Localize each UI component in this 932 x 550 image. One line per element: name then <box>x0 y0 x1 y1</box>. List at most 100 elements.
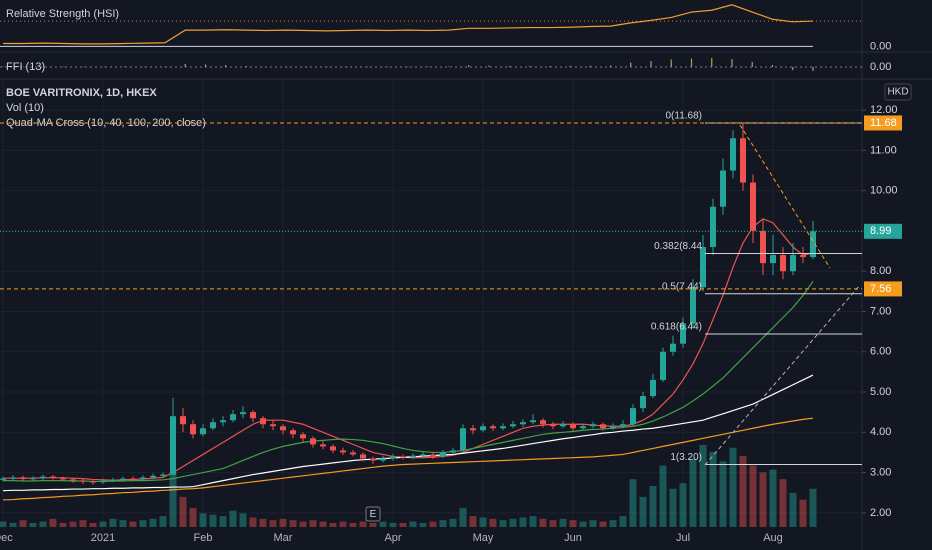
ffi-bar <box>285 66 288 68</box>
x-tick-label: Apr <box>384 532 401 544</box>
volume-bar <box>189 507 197 527</box>
candle-body <box>230 414 236 421</box>
candle-body <box>640 396 646 409</box>
volume-bar <box>699 445 707 527</box>
volume-bar <box>799 499 807 527</box>
y-tick-label: 11.00 <box>870 144 897 156</box>
y-tick-label: 6.00 <box>870 346 891 358</box>
volume-bar <box>549 520 557 527</box>
candle-body <box>530 420 536 423</box>
event-marker[interactable] <box>365 506 381 522</box>
volume-bar <box>679 483 687 527</box>
volume-bar <box>669 488 677 527</box>
volume-bar <box>709 451 717 527</box>
ffi-bar <box>447 66 450 67</box>
candle-body <box>740 138 746 183</box>
y-tick-label: 3.00 <box>870 466 891 478</box>
candle-body <box>730 138 736 171</box>
x-tick-label: Jul <box>676 532 690 544</box>
x-tick-label: May <box>473 532 494 544</box>
volume-bar <box>299 521 307 527</box>
moving-average <box>2 374 814 492</box>
volume-bar <box>409 521 417 527</box>
currency-box[interactable] <box>884 83 912 101</box>
candle-body <box>40 476 46 479</box>
ffi-bar <box>427 66 429 67</box>
candle-body <box>570 424 576 429</box>
candle-body <box>260 418 266 425</box>
volume-bar <box>339 521 347 527</box>
volume-bar <box>439 520 447 527</box>
candle-body <box>80 480 86 482</box>
candle-body <box>470 428 476 431</box>
volume-bar <box>719 461 727 527</box>
candle-body <box>200 428 206 435</box>
volume-bar <box>279 518 287 527</box>
volume-bar <box>209 514 217 527</box>
candle-body <box>30 478 36 480</box>
candle-body <box>50 476 56 478</box>
y-tick-label: 8.00 <box>870 265 891 277</box>
fib-label: 0.5(7.44) <box>662 281 702 292</box>
volume-bar <box>729 447 737 527</box>
volume-bar <box>169 472 177 527</box>
volume-bar <box>369 522 377 527</box>
candle-body <box>280 426 286 431</box>
ffi-bar <box>792 67 794 70</box>
candle-body <box>100 480 106 483</box>
volume-bar <box>49 518 57 527</box>
volume-bar <box>739 455 747 527</box>
volume-bar <box>599 521 607 527</box>
candle-body <box>710 206 716 248</box>
volume-bar <box>499 520 507 527</box>
volume-bar <box>89 522 97 527</box>
rs-line <box>3 4 814 45</box>
moving-average <box>2 417 814 501</box>
volume-bar <box>309 520 317 527</box>
volume-bar <box>129 521 137 527</box>
volume-bar <box>199 513 207 527</box>
volume-bar <box>589 520 597 527</box>
ffi-bar <box>366 66 369 68</box>
candle-body <box>250 412 256 419</box>
volume-bar <box>149 518 157 527</box>
volume-bar <box>429 521 437 527</box>
panel-title: FFI (13) <box>6 61 45 73</box>
volume-bar <box>109 518 117 527</box>
volume-bar <box>659 465 667 527</box>
candle-body <box>240 412 246 415</box>
candle-body <box>220 420 226 423</box>
volume-bar <box>29 522 37 527</box>
y-tick-label: 12.00 <box>870 104 898 116</box>
event-label[interactable]: E <box>370 509 377 520</box>
candle-body <box>540 420 546 425</box>
y-tick-label: 5.00 <box>870 386 891 398</box>
volume-bar <box>469 516 477 527</box>
volume-bar <box>59 522 67 527</box>
candle-body <box>810 231 816 258</box>
volume-bar <box>9 522 17 527</box>
candle-body <box>440 452 446 457</box>
ffi-bar <box>164 66 166 67</box>
candle-body <box>660 351 666 380</box>
candle-body <box>520 422 526 425</box>
fib-label: 0(11.68) <box>665 111 702 122</box>
volume-bar <box>809 488 817 527</box>
candle-body <box>70 479 76 481</box>
volume-bar <box>19 520 27 527</box>
candle-body <box>20 477 26 480</box>
volume-bar <box>579 521 587 527</box>
candle-body <box>110 479 116 481</box>
candle-body <box>340 450 346 453</box>
candle-body <box>330 446 336 451</box>
candle-body <box>320 444 326 447</box>
volume-bar <box>389 522 397 527</box>
ffi-bar <box>670 59 672 67</box>
volume-bar <box>769 469 777 527</box>
price-label: 8.99 <box>870 225 891 237</box>
currency[interactable]: HKD <box>887 87 908 98</box>
volume-bar <box>379 521 387 527</box>
ffi-bar <box>225 65 227 67</box>
y-tick-label: 7.00 <box>870 305 891 317</box>
volume-bar <box>399 522 407 527</box>
